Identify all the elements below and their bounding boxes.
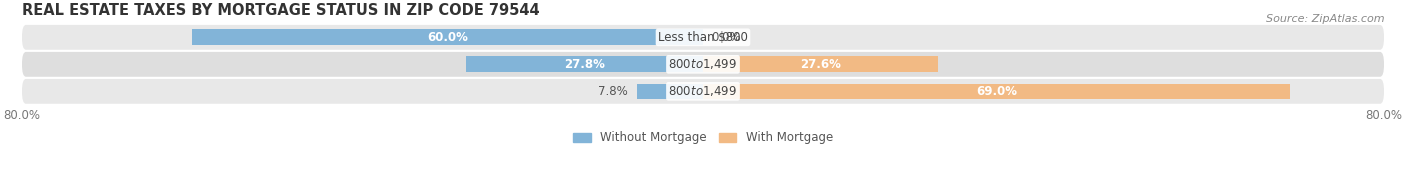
Text: REAL ESTATE TAXES BY MORTGAGE STATUS IN ZIP CODE 79544: REAL ESTATE TAXES BY MORTGAGE STATUS IN …: [22, 4, 540, 18]
FancyBboxPatch shape: [22, 25, 1384, 50]
Bar: [703, 83, 1291, 99]
Text: $800 to $1,499: $800 to $1,499: [668, 57, 738, 71]
Text: 27.6%: 27.6%: [800, 58, 841, 71]
Bar: [193, 29, 703, 45]
Text: 60.0%: 60.0%: [427, 31, 468, 44]
FancyBboxPatch shape: [22, 52, 1384, 77]
Text: Source: ZipAtlas.com: Source: ZipAtlas.com: [1267, 14, 1385, 24]
Text: Less than $800: Less than $800: [658, 31, 748, 44]
Text: 0.0%: 0.0%: [711, 31, 741, 44]
Bar: [703, 56, 938, 72]
Legend: Without Mortgage, With Mortgage: Without Mortgage, With Mortgage: [568, 127, 838, 149]
Text: $800 to $1,499: $800 to $1,499: [668, 84, 738, 98]
Bar: [467, 56, 703, 72]
Text: 27.8%: 27.8%: [564, 58, 605, 71]
Text: 7.8%: 7.8%: [599, 85, 628, 98]
FancyBboxPatch shape: [22, 79, 1384, 104]
Bar: [637, 83, 703, 99]
Text: 69.0%: 69.0%: [976, 85, 1017, 98]
